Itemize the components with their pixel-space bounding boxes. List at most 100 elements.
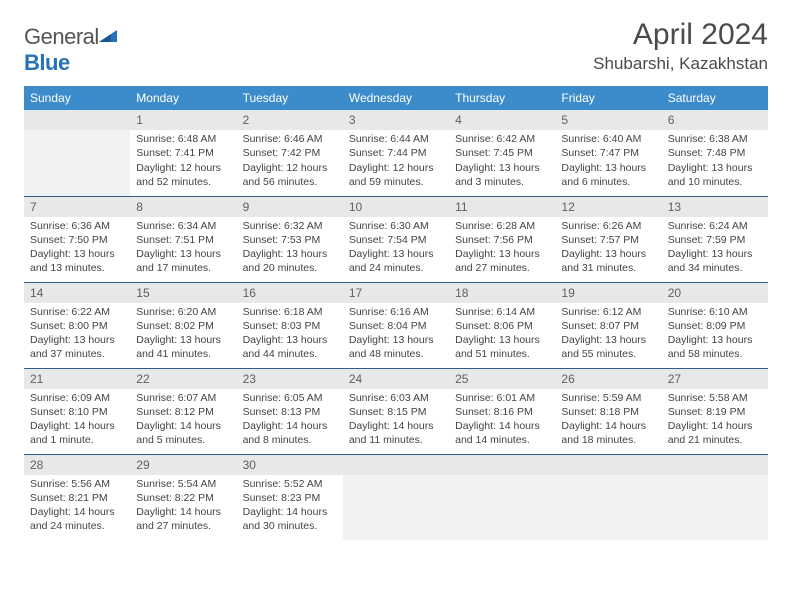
day-body: Sunrise: 6:10 AMSunset: 8:09 PMDaylight:… <box>662 303 768 366</box>
daylight-line: Daylight: 12 hours and 56 minutes. <box>243 161 337 189</box>
day-number: 12 <box>555 197 661 217</box>
daylight-line: Daylight: 13 hours and 20 minutes. <box>243 247 337 275</box>
daylight-line: Daylight: 14 hours and 14 minutes. <box>455 419 549 447</box>
day-body: Sunrise: 6:01 AMSunset: 8:16 PMDaylight:… <box>449 389 555 452</box>
sunrise-line: Sunrise: 6:09 AM <box>30 391 124 405</box>
sunrise-line: Sunrise: 6:46 AM <box>243 132 337 146</box>
day-number: 8 <box>130 197 236 217</box>
day-body: Sunrise: 6:07 AMSunset: 8:12 PMDaylight:… <box>130 389 236 452</box>
daylight-line: Daylight: 13 hours and 37 minutes. <box>30 333 124 361</box>
weekday-header: Thursday <box>449 86 555 110</box>
day-number: 4 <box>449 110 555 130</box>
day-number: 19 <box>555 283 661 303</box>
daylight-line: Daylight: 13 hours and 27 minutes. <box>455 247 549 275</box>
day-body: Sunrise: 5:56 AMSunset: 8:21 PMDaylight:… <box>24 475 130 538</box>
calendar-table: SundayMondayTuesdayWednesdayThursdayFrid… <box>24 86 768 540</box>
sunset-line: Sunset: 8:04 PM <box>349 319 443 333</box>
day-cell: 26Sunrise: 5:59 AMSunset: 8:18 PMDayligh… <box>555 368 661 454</box>
sunset-line: Sunset: 7:53 PM <box>243 233 337 247</box>
sunrise-line: Sunrise: 6:40 AM <box>561 132 655 146</box>
day-cell <box>343 454 449 540</box>
sunrise-line: Sunrise: 5:54 AM <box>136 477 230 491</box>
sunset-line: Sunset: 8:09 PM <box>668 319 762 333</box>
day-cell: 3Sunrise: 6:44 AMSunset: 7:44 PMDaylight… <box>343 110 449 196</box>
sunrise-line: Sunrise: 6:24 AM <box>668 219 762 233</box>
day-cell: 2Sunrise: 6:46 AMSunset: 7:42 PMDaylight… <box>237 110 343 196</box>
day-number: 2 <box>237 110 343 130</box>
day-number: 17 <box>343 283 449 303</box>
day-number: 21 <box>24 369 130 389</box>
day-body: Sunrise: 6:24 AMSunset: 7:59 PMDaylight:… <box>662 217 768 280</box>
day-body: Sunrise: 6:22 AMSunset: 8:00 PMDaylight:… <box>24 303 130 366</box>
day-number: 10 <box>343 197 449 217</box>
weekday-header: Friday <box>555 86 661 110</box>
location-label: Shubarshi, Kazakhstan <box>593 54 768 74</box>
day-number: 26 <box>555 369 661 389</box>
day-body: Sunrise: 6:12 AMSunset: 8:07 PMDaylight:… <box>555 303 661 366</box>
sunrise-line: Sunrise: 6:44 AM <box>349 132 443 146</box>
weekday-header: Monday <box>130 86 236 110</box>
sunset-line: Sunset: 8:22 PM <box>136 491 230 505</box>
sunrise-line: Sunrise: 5:56 AM <box>30 477 124 491</box>
sunset-line: Sunset: 7:51 PM <box>136 233 230 247</box>
daylight-line: Daylight: 13 hours and 10 minutes. <box>668 161 762 189</box>
day-body: Sunrise: 6:05 AMSunset: 8:13 PMDaylight:… <box>237 389 343 452</box>
table-row: 21Sunrise: 6:09 AMSunset: 8:10 PMDayligh… <box>24 368 768 454</box>
day-number: 16 <box>237 283 343 303</box>
day-cell: 9Sunrise: 6:32 AMSunset: 7:53 PMDaylight… <box>237 196 343 282</box>
day-cell: 12Sunrise: 6:26 AMSunset: 7:57 PMDayligh… <box>555 196 661 282</box>
daylight-line: Daylight: 13 hours and 17 minutes. <box>136 247 230 275</box>
day-cell <box>555 454 661 540</box>
day-body: Sunrise: 6:16 AMSunset: 8:04 PMDaylight:… <box>343 303 449 366</box>
daylight-line: Daylight: 14 hours and 24 minutes. <box>30 505 124 533</box>
day-cell: 23Sunrise: 6:05 AMSunset: 8:13 PMDayligh… <box>237 368 343 454</box>
day-body: Sunrise: 6:26 AMSunset: 7:57 PMDaylight:… <box>555 217 661 280</box>
sunrise-line: Sunrise: 6:01 AM <box>455 391 549 405</box>
weekday-header: Saturday <box>662 86 768 110</box>
day-body: Sunrise: 6:34 AMSunset: 7:51 PMDaylight:… <box>130 217 236 280</box>
weekday-header-row: SundayMondayTuesdayWednesdayThursdayFrid… <box>24 86 768 110</box>
day-cell: 18Sunrise: 6:14 AMSunset: 8:06 PMDayligh… <box>449 282 555 368</box>
day-cell: 8Sunrise: 6:34 AMSunset: 7:51 PMDaylight… <box>130 196 236 282</box>
sunrise-line: Sunrise: 6:48 AM <box>136 132 230 146</box>
day-number: 29 <box>130 455 236 475</box>
day-cell: 11Sunrise: 6:28 AMSunset: 7:56 PMDayligh… <box>449 196 555 282</box>
sunrise-line: Sunrise: 5:52 AM <box>243 477 337 491</box>
daylight-line: Daylight: 13 hours and 55 minutes. <box>561 333 655 361</box>
weekday-header: Sunday <box>24 86 130 110</box>
day-body: Sunrise: 6:38 AMSunset: 7:48 PMDaylight:… <box>662 130 768 193</box>
day-cell <box>662 454 768 540</box>
sunrise-line: Sunrise: 6:42 AM <box>455 132 549 146</box>
page-title: April 2024 <box>593 18 768 52</box>
daylight-line: Daylight: 13 hours and 51 minutes. <box>455 333 549 361</box>
daylight-line: Daylight: 14 hours and 1 minute. <box>30 419 124 447</box>
day-number: 9 <box>237 197 343 217</box>
day-cell: 28Sunrise: 5:56 AMSunset: 8:21 PMDayligh… <box>24 454 130 540</box>
sunrise-line: Sunrise: 6:36 AM <box>30 219 124 233</box>
table-row: 1Sunrise: 6:48 AMSunset: 7:41 PMDaylight… <box>24 110 768 196</box>
table-row: 14Sunrise: 6:22 AMSunset: 8:00 PMDayligh… <box>24 282 768 368</box>
sunrise-line: Sunrise: 6:22 AM <box>30 305 124 319</box>
table-row: 28Sunrise: 5:56 AMSunset: 8:21 PMDayligh… <box>24 454 768 540</box>
daylight-line: Daylight: 13 hours and 44 minutes. <box>243 333 337 361</box>
day-number: 22 <box>130 369 236 389</box>
daylight-line: Daylight: 12 hours and 59 minutes. <box>349 161 443 189</box>
day-cell: 6Sunrise: 6:38 AMSunset: 7:48 PMDaylight… <box>662 110 768 196</box>
sunset-line: Sunset: 8:16 PM <box>455 405 549 419</box>
day-cell: 29Sunrise: 5:54 AMSunset: 8:22 PMDayligh… <box>130 454 236 540</box>
daylight-line: Daylight: 13 hours and 3 minutes. <box>455 161 549 189</box>
daylight-line: Daylight: 14 hours and 21 minutes. <box>668 419 762 447</box>
sunset-line: Sunset: 7:54 PM <box>349 233 443 247</box>
sunset-line: Sunset: 8:03 PM <box>243 319 337 333</box>
sunset-line: Sunset: 7:56 PM <box>455 233 549 247</box>
day-cell: 19Sunrise: 6:12 AMSunset: 8:07 PMDayligh… <box>555 282 661 368</box>
day-cell: 13Sunrise: 6:24 AMSunset: 7:59 PMDayligh… <box>662 196 768 282</box>
sunrise-line: Sunrise: 6:18 AM <box>243 305 337 319</box>
day-number: 27 <box>662 369 768 389</box>
day-cell: 20Sunrise: 6:10 AMSunset: 8:09 PMDayligh… <box>662 282 768 368</box>
day-cell <box>449 454 555 540</box>
sunset-line: Sunset: 7:44 PM <box>349 146 443 160</box>
day-body: Sunrise: 5:59 AMSunset: 8:18 PMDaylight:… <box>555 389 661 452</box>
sunrise-line: Sunrise: 6:26 AM <box>561 219 655 233</box>
day-body: Sunrise: 6:09 AMSunset: 8:10 PMDaylight:… <box>24 389 130 452</box>
